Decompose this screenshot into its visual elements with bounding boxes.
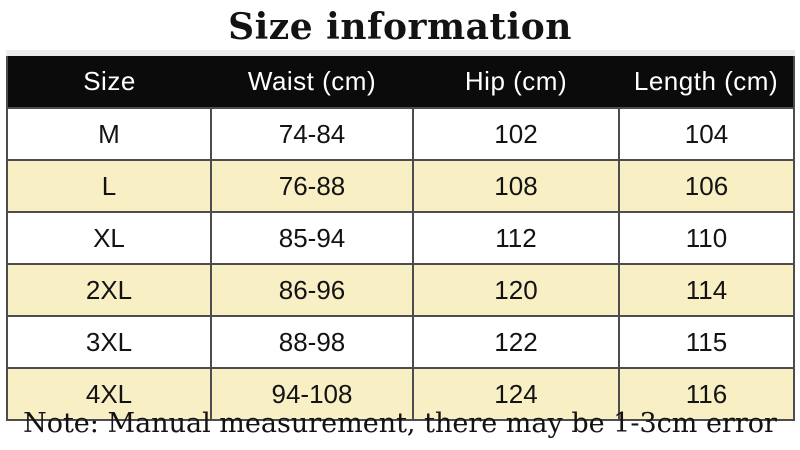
length-cell: 115 — [618, 315, 795, 369]
table-row-m: M 74-84 102 104 — [6, 107, 795, 161]
hip-cell: 122 — [412, 315, 620, 369]
waist-cell: 94-108 — [210, 367, 414, 421]
measurement-note: Note: Manual measurement, there may be 1… — [23, 408, 777, 439]
size-cell: 3XL — [6, 315, 212, 369]
length-cell: 114 — [618, 263, 795, 317]
column-header-waist: Waist (cm) — [211, 53, 413, 108]
length-cell: 106 — [618, 159, 795, 213]
table-row-xl: XL 85-94 112 110 — [6, 211, 795, 265]
column-header-hip: Hip (cm) — [413, 53, 619, 108]
hip-cell: 112 — [412, 211, 620, 265]
size-cell: M — [6, 107, 212, 161]
waist-cell: 74-84 — [210, 107, 414, 161]
table-row-2xl: 2XL 86-96 120 114 — [6, 263, 795, 317]
hip-cell: 120 — [412, 263, 620, 317]
column-header-size: Size — [7, 53, 211, 108]
size-table: Size Waist (cm) Hip (cm) Length (cm) M 7… — [6, 50, 795, 421]
size-cell: 4XL — [6, 367, 212, 421]
table-row-3xl: 3XL 88-98 122 115 — [6, 315, 795, 369]
hip-cell: 108 — [412, 159, 620, 213]
table-row-l: L 76-88 108 106 — [6, 159, 795, 213]
length-cell: 104 — [618, 107, 795, 161]
hip-cell: 124 — [412, 367, 620, 421]
size-cell: L — [6, 159, 212, 213]
column-header-length: Length (cm) — [619, 53, 794, 108]
length-cell: 110 — [618, 211, 795, 265]
page-title: Size information — [228, 6, 572, 48]
hip-cell: 102 — [412, 107, 620, 161]
header-row: Size Waist (cm) Hip (cm) Length (cm) — [7, 53, 794, 108]
table-row-4xl: 4XL 94-108 124 116 — [6, 367, 795, 421]
waist-cell: 76-88 — [210, 159, 414, 213]
size-cell: 2XL — [6, 263, 212, 317]
waist-cell: 85-94 — [210, 211, 414, 265]
size-cell: XL — [6, 211, 212, 265]
waist-cell: 88-98 — [210, 315, 414, 369]
waist-cell: 86-96 — [210, 263, 414, 317]
length-cell: 116 — [618, 367, 795, 421]
